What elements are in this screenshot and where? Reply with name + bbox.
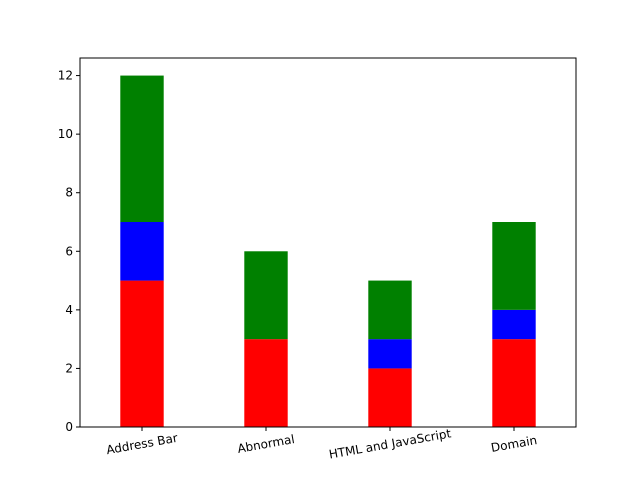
x-tick-label-0: Address Bar [105, 431, 179, 457]
x-tick-label-2: HTML and JavaScript [328, 426, 453, 461]
bar-segment-4-1 [492, 339, 535, 427]
bar-segment-4-2 [492, 310, 535, 339]
bar-segment-2-1 [244, 339, 287, 427]
bar-segment-1-3 [120, 76, 163, 222]
y-tick-label-1: 2 [65, 361, 73, 375]
x-tick-label-3: Domain [490, 433, 538, 455]
bar-segment-3-1 [368, 368, 411, 427]
y-tick-label-6: 12 [58, 69, 73, 83]
y-tick-label-3: 6 [65, 244, 73, 258]
bar-segment-1-1 [120, 281, 163, 427]
y-tick-label-4: 8 [65, 186, 73, 200]
bar-segment-3-3 [368, 281, 411, 340]
bars-layer [120, 76, 535, 427]
bar-segment-3-2 [368, 339, 411, 368]
y-tick-label-5: 10 [58, 127, 73, 141]
bar-segment-2-3 [244, 251, 287, 339]
x-tick-label-1: Abnormal [236, 432, 295, 456]
bar-segment-1-2 [120, 222, 163, 281]
bar-segment-4-3 [492, 222, 535, 310]
y-tick-label-2: 4 [65, 303, 73, 317]
y-tick-label-0: 0 [65, 420, 73, 434]
